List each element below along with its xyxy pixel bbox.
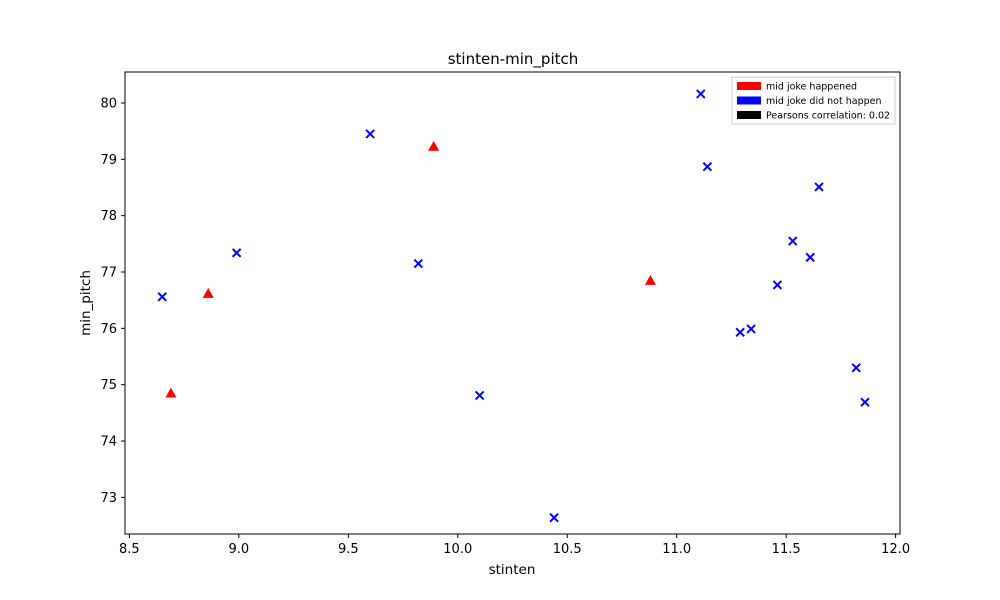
- x-marker: [788, 236, 798, 246]
- y-tick-label: 74: [100, 435, 117, 450]
- y-axis-ticks: 73 74 75 76 77 78 79 80: [100, 96, 125, 506]
- legend-label: Pearsons correlation: 0.02: [766, 111, 890, 122]
- triangle-marker: [428, 140, 440, 151]
- x-marker: [157, 292, 167, 302]
- legend-label: mid joke did not happen: [766, 96, 882, 107]
- x-marker: [851, 363, 861, 373]
- x-marker: [860, 397, 870, 407]
- x-marker: [549, 512, 559, 523]
- x-tick-label: 12.0: [881, 542, 910, 557]
- x-tick-label: 10.0: [443, 542, 472, 557]
- y-tick-label: 75: [100, 378, 117, 393]
- x-axis-ticks: 8.5 9.0 9.5 10.0 10.5 11.0 11.5 12.0: [119, 534, 910, 557]
- x-marker: [365, 129, 375, 139]
- x-tick-label: 9.0: [228, 542, 249, 557]
- legend: mid joke happened mid joke did not happen…: [731, 76, 896, 125]
- x-tick-label: 10.5: [553, 542, 582, 557]
- triangle-marker: [165, 387, 177, 398]
- y-tick-label: 79: [100, 153, 117, 168]
- triangle-marker: [202, 287, 214, 298]
- x-marker: [746, 324, 756, 334]
- x-marker: [805, 252, 815, 263]
- legend-label: mid joke happened: [766, 82, 857, 93]
- legend-swatch: [737, 111, 761, 119]
- x-marker: [735, 327, 745, 338]
- y-axis-label: min_pitch: [78, 270, 94, 336]
- x-tick-label: 11.0: [662, 542, 691, 557]
- data-points: [157, 89, 870, 523]
- x-marker: [413, 258, 424, 269]
- x-marker: [702, 161, 713, 172]
- plot-frame: [124, 71, 901, 535]
- y-tick-label: 80: [100, 96, 117, 111]
- x-tick-label: 8.5: [119, 542, 140, 557]
- x-marker: [474, 390, 485, 401]
- legend-swatch: [737, 96, 761, 105]
- x-axis-label: stinten: [489, 562, 536, 578]
- legend-swatch: [737, 82, 761, 90]
- x-tick-label: 11.5: [772, 542, 801, 557]
- y-tick-label: 77: [100, 266, 117, 281]
- x-marker: [231, 248, 242, 258]
- y-tick-label: 73: [100, 491, 117, 506]
- x-marker: [772, 280, 783, 290]
- y-tick-label: 76: [100, 322, 117, 337]
- x-marker: [814, 182, 824, 192]
- triangle-marker: [644, 274, 656, 285]
- chart-title: stinten-min_pitch: [448, 50, 579, 69]
- x-tick-label: 9.5: [338, 542, 359, 557]
- x-marker: [696, 89, 706, 99]
- y-tick-label: 78: [100, 209, 117, 224]
